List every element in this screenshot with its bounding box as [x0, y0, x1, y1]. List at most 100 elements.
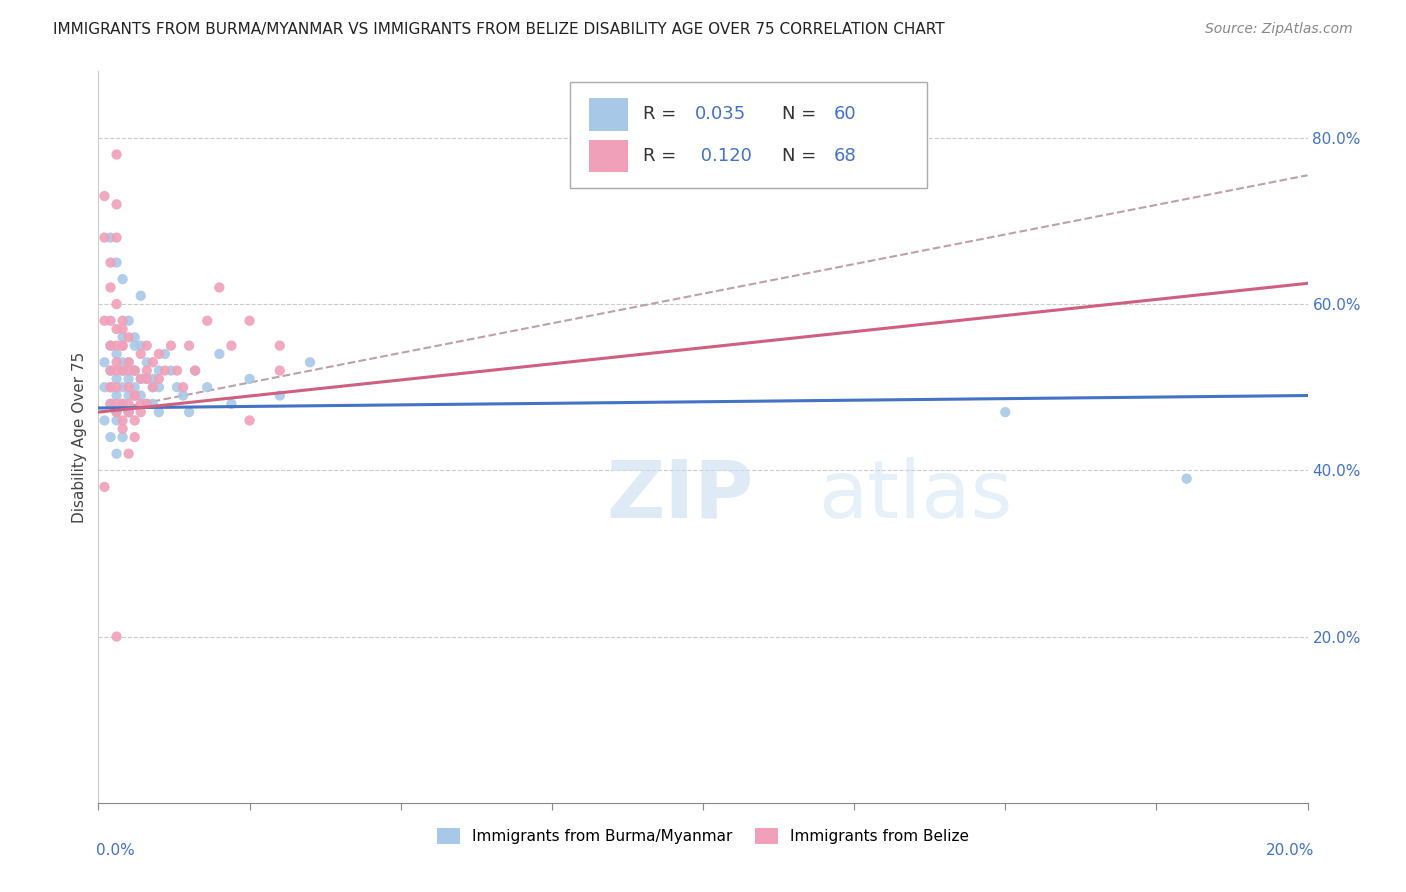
- Point: [100, 314, 122, 328]
- Point: [994, 405, 1017, 419]
- Text: IMMIGRANTS FROM BURMA/MYANMAR VS IMMIGRANTS FROM BELIZE DISABILITY AGE OVER 75 C: IMMIGRANTS FROM BURMA/MYANMAR VS IMMIGRA…: [53, 22, 945, 37]
- Legend: Immigrants from Burma/Myanmar, Immigrants from Belize: Immigrants from Burma/Myanmar, Immigrant…: [430, 822, 976, 850]
- Point: [153, 363, 176, 377]
- Point: [239, 413, 262, 427]
- Point: [93, 480, 115, 494]
- Point: [184, 363, 207, 377]
- Point: [124, 388, 146, 402]
- Point: [172, 388, 194, 402]
- Point: [100, 397, 122, 411]
- Point: [135, 372, 157, 386]
- Point: [105, 297, 128, 311]
- Point: [269, 388, 291, 402]
- Point: [135, 363, 157, 377]
- Point: [142, 380, 165, 394]
- Point: [93, 380, 115, 394]
- Point: [118, 405, 141, 419]
- Point: [148, 347, 170, 361]
- Point: [129, 289, 152, 303]
- Point: [111, 397, 134, 411]
- Point: [124, 380, 146, 394]
- Point: [124, 330, 146, 344]
- Point: [142, 355, 165, 369]
- Point: [105, 405, 128, 419]
- Point: [100, 230, 122, 244]
- Text: Source: ZipAtlas.com: Source: ZipAtlas.com: [1205, 22, 1353, 37]
- Point: [172, 380, 194, 394]
- Point: [118, 372, 141, 386]
- Point: [118, 388, 141, 402]
- Point: [93, 314, 115, 328]
- Point: [118, 355, 141, 369]
- Point: [299, 355, 322, 369]
- Point: [179, 405, 201, 419]
- Text: atlas: atlas: [818, 457, 1012, 534]
- Point: [105, 147, 128, 161]
- Point: [135, 397, 157, 411]
- Point: [135, 372, 157, 386]
- Point: [105, 255, 128, 269]
- Point: [105, 230, 128, 244]
- Point: [142, 372, 165, 386]
- Point: [166, 380, 188, 394]
- Point: [100, 280, 122, 294]
- Point: [135, 338, 157, 352]
- Point: [105, 322, 128, 336]
- Point: [129, 397, 152, 411]
- Point: [111, 363, 134, 377]
- Point: [93, 355, 115, 369]
- Y-axis label: Disability Age Over 75: Disability Age Over 75: [72, 351, 87, 523]
- Point: [100, 380, 122, 394]
- Point: [195, 314, 218, 328]
- Point: [105, 630, 128, 644]
- Point: [105, 347, 128, 361]
- Point: [118, 363, 141, 377]
- Point: [100, 255, 122, 269]
- Point: [124, 363, 146, 377]
- Point: [111, 330, 134, 344]
- Point: [111, 413, 134, 427]
- Point: [148, 380, 170, 394]
- Point: [124, 388, 146, 402]
- Point: [105, 372, 128, 386]
- Point: [100, 338, 122, 352]
- Point: [148, 363, 170, 377]
- Point: [208, 347, 231, 361]
- Point: [1175, 472, 1198, 486]
- Point: [166, 363, 188, 377]
- Text: 0.120: 0.120: [695, 147, 751, 165]
- Point: [135, 355, 157, 369]
- Point: [269, 338, 291, 352]
- Point: [111, 338, 134, 352]
- Point: [208, 280, 231, 294]
- Point: [111, 314, 134, 328]
- Point: [184, 363, 207, 377]
- Point: [105, 413, 128, 427]
- Point: [221, 338, 243, 352]
- Point: [93, 189, 115, 203]
- Point: [105, 338, 128, 352]
- Point: [129, 338, 152, 352]
- Point: [153, 347, 176, 361]
- Point: [100, 363, 122, 377]
- Point: [239, 314, 262, 328]
- Point: [100, 430, 122, 444]
- Point: [111, 422, 134, 436]
- Point: [160, 338, 183, 352]
- Point: [105, 447, 128, 461]
- Point: [269, 363, 291, 377]
- Point: [124, 363, 146, 377]
- Text: R =: R =: [643, 147, 682, 165]
- Point: [124, 430, 146, 444]
- Point: [179, 338, 201, 352]
- Point: [100, 363, 122, 377]
- Text: 0.0%: 0.0%: [96, 843, 135, 858]
- Point: [105, 405, 128, 419]
- Point: [111, 430, 134, 444]
- Point: [160, 363, 183, 377]
- Point: [148, 405, 170, 419]
- Point: [118, 397, 141, 411]
- Text: N =: N =: [782, 104, 821, 123]
- Point: [105, 388, 128, 402]
- Point: [129, 372, 152, 386]
